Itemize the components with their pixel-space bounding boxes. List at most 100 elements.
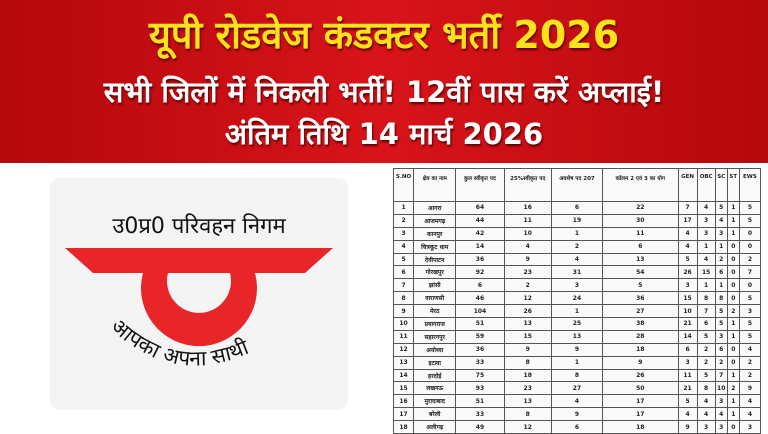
table-cell: 46 <box>455 291 505 306</box>
table-cell: 6 <box>677 342 698 357</box>
table-cell: 9 <box>503 252 552 267</box>
table-cell: वाराणसी <box>413 291 457 306</box>
table-cell: 8 <box>503 407 552 422</box>
table-cell: 4 <box>696 407 716 422</box>
table-cell: 5 <box>738 329 762 344</box>
table-row: 8 वाराणसी 46 12 24 36 15 8 8 0 5 <box>392 291 762 306</box>
table-cell: 9 <box>550 342 604 357</box>
table-cell: 1 <box>696 239 716 254</box>
table-cell: 59 <box>455 329 505 344</box>
table-cell: 1 <box>726 201 740 215</box>
table-cell: 8 <box>714 291 728 306</box>
table-cell: 26 <box>503 304 552 319</box>
table-cell: 36 <box>455 342 505 357</box>
column-header: अवशेष पद 207 <box>550 168 604 202</box>
table-cell: 1 <box>726 368 740 383</box>
table-cell: 5 <box>714 317 728 331</box>
table-cell: 1 <box>550 226 604 241</box>
table-cell: 51 <box>455 394 505 409</box>
table-cell: 15 <box>503 329 552 344</box>
table-cell: 13 <box>602 252 679 267</box>
table-row: 11 सहारनपुर 59 15 13 28 14 5 3 1 5 <box>392 329 762 344</box>
table-cell: 4 <box>738 342 762 357</box>
table-row: 9 मेरठ 104 26 1 27 10 7 5 2 3 <box>392 304 762 319</box>
table-cell: 18 <box>392 420 415 434</box>
table-cell: 2 <box>714 252 728 267</box>
table-cell: 38 <box>602 317 679 331</box>
table-cell: 4 <box>696 252 716 267</box>
table-cell: 8 <box>696 291 716 306</box>
table-cell: 4 <box>677 239 698 254</box>
table-cell: 7 <box>677 201 698 215</box>
table-cell: 25 <box>550 317 604 331</box>
table-cell: 7 <box>392 278 415 293</box>
table-cell: 13 <box>550 329 604 344</box>
table-cell: 4 <box>696 201 716 215</box>
table-cell: 50 <box>602 381 679 396</box>
table-cell: 1 <box>696 278 716 293</box>
table-cell: 8 <box>550 368 604 383</box>
upsrtc-logo: उ0प्र0 परिवहन निगम आपका अपना साथी <box>50 178 348 410</box>
table-cell: 11 <box>602 226 679 241</box>
table-cell: इटावा <box>413 355 457 370</box>
table-cell: लखनऊ <box>413 381 457 396</box>
table-cell: 5 <box>738 201 762 215</box>
table-cell: 1 <box>726 329 740 344</box>
table-cell: 5 <box>696 329 716 344</box>
table-cell: 6 <box>714 265 728 280</box>
table-cell: अयोध्या <box>413 342 457 357</box>
table-cell: 44 <box>455 213 505 228</box>
table-cell: 2 <box>738 355 762 370</box>
table-cell: देवीपाटन <box>413 252 457 267</box>
table-cell: 13 <box>503 317 552 331</box>
table-cell: 5 <box>714 304 728 319</box>
table-cell: 1 <box>550 355 604 370</box>
table-cell: 27 <box>602 304 679 319</box>
table-cell: 1 <box>726 213 740 228</box>
table-cell: 14 <box>455 239 505 254</box>
table-cell: 24 <box>550 291 604 306</box>
table-cell: मेरठ <box>413 304 457 319</box>
table-cell: 9 <box>602 355 679 370</box>
table-cell: 11 <box>677 368 698 383</box>
table-cell: 4 <box>503 239 552 254</box>
table-cell: 6 <box>455 278 505 293</box>
table-cell: 17 <box>602 407 679 422</box>
column-header: कुल स्वीकृत पद <box>455 168 505 202</box>
table-cell: 4 <box>738 407 762 422</box>
table-cell: 6 <box>392 265 415 280</box>
table-cell: 14 <box>677 329 698 344</box>
table-row: 13 इटावा 33 8 1 9 3 2 2 0 2 <box>392 355 762 370</box>
table-cell: 0 <box>738 239 762 254</box>
table-cell: 1 <box>550 304 604 319</box>
table-row: 18 अलीगढ़ 49 12 6 18 9 3 3 0 3 <box>392 420 762 434</box>
table-cell: 21 <box>677 381 698 396</box>
table-cell: 4 <box>550 394 604 409</box>
table-cell: 3 <box>677 355 698 370</box>
title-banner: यूपी रोडवेज कंडक्टर भर्ती 2026 सभी जिलों… <box>0 0 768 163</box>
table-cell: आजमगढ़ <box>413 213 457 228</box>
table-cell: 19 <box>550 213 604 228</box>
table-cell: 2 <box>726 381 740 396</box>
table-row: 12 अयोध्या 36 9 9 18 6 2 6 0 4 <box>392 342 762 357</box>
table-cell: 6 <box>696 317 716 331</box>
table-cell: 14 <box>392 368 415 383</box>
table-cell: 8 <box>392 291 415 306</box>
table-row: 3 कानपुर 42 10 1 11 4 3 3 1 0 <box>392 226 762 241</box>
table-cell: 5 <box>714 201 728 215</box>
table-cell: झांसी <box>413 278 457 293</box>
table-cell: 1 <box>726 226 740 241</box>
table-cell: 7 <box>714 368 728 383</box>
column-header: क्षेत्र का नाम <box>413 168 457 202</box>
table-cell: 0 <box>738 278 762 293</box>
table-cell: 2 <box>696 355 716 370</box>
table-cell: 93 <box>455 381 505 396</box>
table-cell: 6 <box>714 342 728 357</box>
table-cell: 3 <box>714 226 728 241</box>
table-cell: 0 <box>726 239 740 254</box>
table-cell: 5 <box>696 368 716 383</box>
table-cell: 1 <box>714 278 728 293</box>
table-cell: 18 <box>503 368 552 383</box>
table-cell: 1 <box>726 317 740 331</box>
table-cell: 9 <box>550 407 604 422</box>
